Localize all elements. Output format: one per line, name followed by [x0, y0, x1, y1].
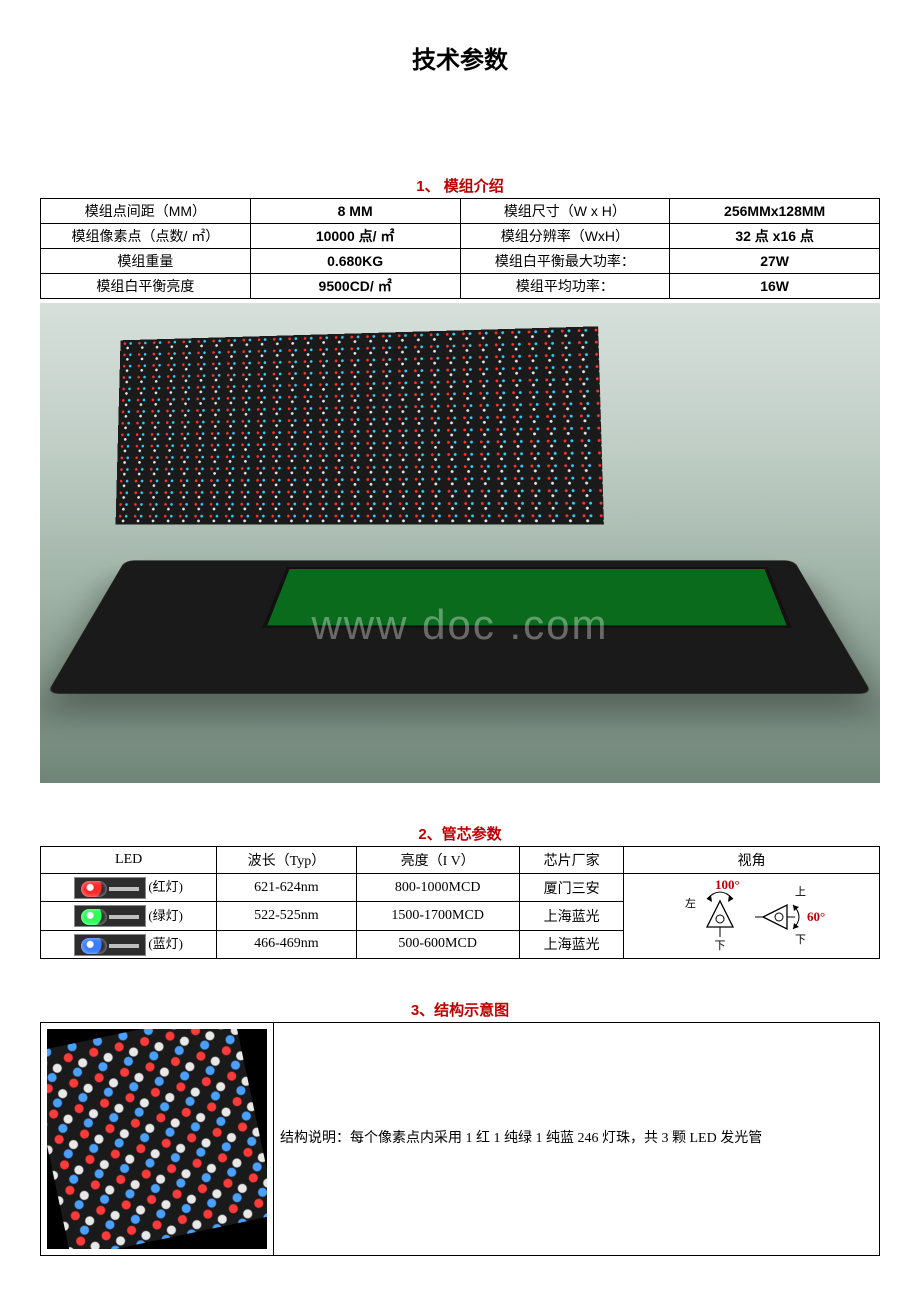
- spec-value: 27W: [670, 249, 880, 274]
- spec-label: 模组分辨率（WxH）: [460, 224, 670, 249]
- svg-text:上: 上: [795, 885, 806, 898]
- spec-label: 模组白平衡最大功率：: [460, 249, 670, 274]
- led-cell: (红灯): [41, 874, 217, 902]
- spec-label: 模组重量: [41, 249, 251, 274]
- led-cell: (蓝灯): [41, 930, 217, 958]
- structure-closeup-image: [47, 1029, 267, 1249]
- spec-value: 32 点 x16 点: [670, 224, 880, 249]
- die-value: 500-600MCD: [356, 930, 519, 958]
- svg-text:左: 左: [685, 897, 696, 910]
- section-title-1: 1、 模组介绍: [40, 175, 880, 196]
- svg-text:下: 下: [714, 940, 725, 952]
- led-label: (绿灯): [148, 908, 183, 923]
- spec-row: 模组像素点（点数/ ㎡）10000 点/ ㎡模组分辨率（WxH）32 点 x16…: [41, 224, 880, 249]
- spec-label: 模组尺寸（W x H）: [460, 199, 670, 224]
- spec-row: 模组重量0.680KG模组白平衡最大功率：27W: [41, 249, 880, 274]
- structure-table: 结构说明：每个像素点内采用 1 红 1 纯绿 1 纯蓝 246 灯珠，共 3 颗…: [40, 1022, 880, 1256]
- die-header: 波长（Typ）: [217, 847, 356, 874]
- die-header: 芯片厂家: [519, 847, 624, 874]
- svg-text:下: 下: [795, 934, 806, 946]
- spec-label: 模组平均功率：: [460, 274, 670, 299]
- spec-value: 8 MM: [250, 199, 460, 224]
- section-title-3: 3、结构示意图: [40, 999, 880, 1020]
- spec-row: 模组点间距（MM）8 MM模组尺寸（W x H）256MMx128MM: [41, 199, 880, 224]
- page-title: 技术参数: [40, 40, 880, 75]
- led-label: (红灯): [148, 879, 183, 894]
- watermark-text: www doc .com: [40, 601, 880, 649]
- die-header: 亮度（I V）: [356, 847, 519, 874]
- spec-label: 模组像素点（点数/ ㎡）: [41, 224, 251, 249]
- led-label: (蓝灯): [148, 936, 183, 951]
- viewing-angle-cell: 100° 左 下 60° 上 下: [624, 874, 880, 959]
- die-value: 466-469nm: [217, 930, 356, 958]
- spec-value: 9500CD/ ㎡: [250, 274, 460, 299]
- die-value: 800-1000MCD: [356, 874, 519, 902]
- spec-row: 模组白平衡亮度9500CD/ ㎡模组平均功率：16W: [41, 274, 880, 299]
- die-value: 上海蓝光: [519, 902, 624, 930]
- die-header: LED: [41, 847, 217, 874]
- spec-value: 256MMx128MM: [670, 199, 880, 224]
- die-value: 厦门三安: [519, 874, 624, 902]
- led-thumb-icon: [74, 934, 146, 956]
- svg-text:100°: 100°: [715, 877, 740, 892]
- module-photo: www doc .com: [40, 303, 880, 783]
- viewing-angle-diagram: 100° 左 下 60° 上 下: [677, 877, 827, 955]
- die-value: 621-624nm: [217, 874, 356, 902]
- spec-value: 10000 点/ ㎡: [250, 224, 460, 249]
- die-header: 视角: [624, 847, 880, 874]
- led-thumb-icon: [74, 877, 146, 899]
- die-value: 522-525nm: [217, 902, 356, 930]
- section-title-2: 2、管芯参数: [40, 823, 880, 844]
- module-spec-table: 模组点间距（MM）8 MM模组尺寸（W x H）256MMx128MM模组像素点…: [40, 198, 880, 299]
- svg-text:60°: 60°: [807, 909, 825, 924]
- led-cell: (绿灯): [41, 902, 217, 930]
- die-spec-table: LED波长（Typ）亮度（I V）芯片厂家视角 (红灯) 621-624nm800…: [40, 846, 880, 959]
- die-value: 1500-1700MCD: [356, 902, 519, 930]
- structure-description: 结构说明：每个像素点内采用 1 红 1 纯绿 1 纯蓝 246 灯珠，共 3 颗…: [274, 1023, 880, 1256]
- spec-value: 0.680KG: [250, 249, 460, 274]
- die-value: 上海蓝光: [519, 930, 624, 958]
- led-thumb-icon: [74, 905, 146, 927]
- die-row: (红灯)621-624nm800-1000MCD厦门三安 100° 左 下 60…: [41, 874, 880, 902]
- spec-label: 模组点间距（MM）: [41, 199, 251, 224]
- spec-label: 模组白平衡亮度: [41, 274, 251, 299]
- spec-value: 16W: [670, 274, 880, 299]
